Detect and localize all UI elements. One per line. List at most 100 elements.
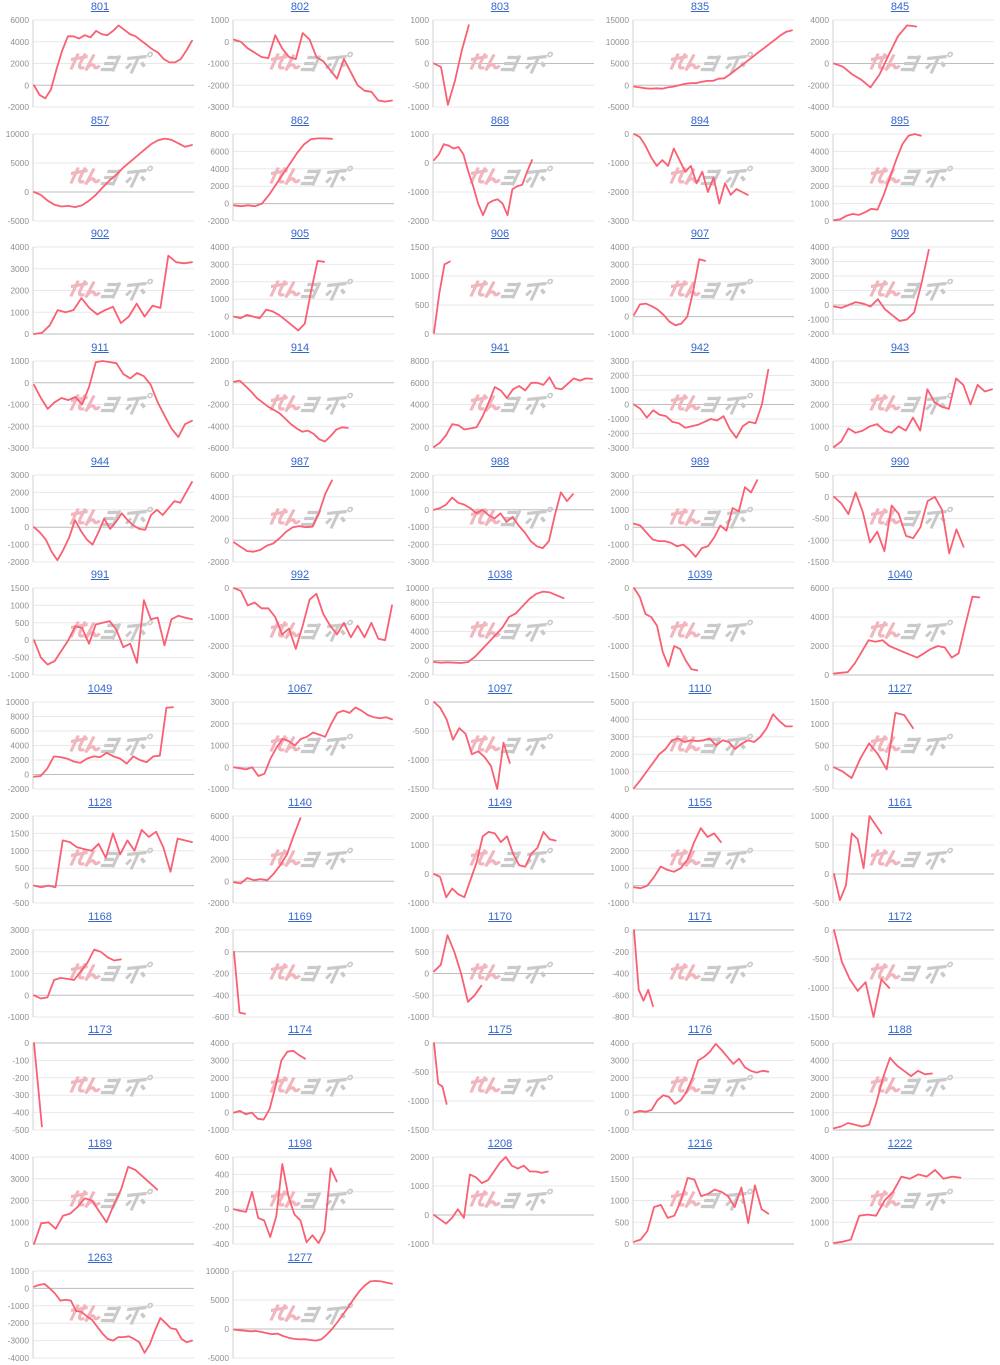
mini-line-chart-1189: 4000 3000 2000 1000 0	[10, 1152, 194, 1249]
y-tick-label: 1000	[810, 1108, 829, 1118]
watermark-logo	[69, 847, 154, 870]
y-tick-label: 4000	[210, 1038, 229, 1048]
y-tick-label: 400	[215, 1169, 229, 1179]
chart-link-907[interactable]: 907	[690, 228, 710, 241]
chart-link-944[interactable]: 944	[90, 455, 110, 468]
chart-link-1176[interactable]: 1176	[688, 1024, 712, 1037]
series-line	[233, 260, 325, 332]
y-tick-label: 2000	[210, 277, 229, 287]
chart-cell-1176: 1176 4000 3000 2000 1000 0 -1000	[600, 1023, 800, 1137]
chart-link-943[interactable]: 943	[890, 342, 910, 355]
watermark-logo	[69, 1188, 154, 1211]
y-tick-label: -200	[212, 968, 229, 978]
chart-link-1097[interactable]: 1097	[487, 683, 513, 696]
y-tick-label: 0	[624, 1108, 629, 1118]
chart-link-1040[interactable]: 1040	[887, 569, 913, 582]
chart-link-1175[interactable]: 1175	[488, 1024, 512, 1037]
chart-link-991[interactable]: 991	[90, 569, 110, 582]
y-tick-label: 1000	[210, 741, 229, 751]
y-tick-label: -4000	[8, 1353, 30, 1363]
chart-link-911[interactable]: 911	[91, 342, 109, 355]
chart-cell-803: 803 1000 500 0 -500 -1000	[400, 0, 600, 114]
chart-link-992[interactable]: 992	[290, 569, 310, 582]
y-tick-label: 3000	[810, 1174, 829, 1184]
series-line	[833, 377, 993, 448]
chart-link-1168[interactable]: 1168	[88, 910, 112, 923]
y-tick-label: 2000	[10, 755, 29, 765]
chart-link-1174[interactable]: 1174	[288, 1024, 312, 1037]
chart-link-835[interactable]: 835	[690, 1, 710, 13]
y-tick-label: 2000	[810, 641, 829, 651]
chart-cell-991: 991 1500 1000 500 0 -500 -1000	[0, 568, 200, 682]
y-tick-label: 1000	[10, 601, 29, 611]
y-tick-label: 1000	[210, 15, 229, 25]
chart-link-905[interactable]: 905	[290, 228, 310, 241]
chart-link-1222[interactable]: 1222	[887, 1137, 913, 1150]
y-tick-label: -200	[212, 1221, 229, 1231]
chart-link-1110[interactable]: 1110	[688, 683, 712, 696]
y-tick-label: -1000	[608, 329, 630, 339]
chart-link-987[interactable]: 987	[290, 455, 310, 468]
series-line	[233, 587, 393, 651]
chart-link-988[interactable]: 988	[490, 455, 510, 468]
chart-link-1170[interactable]: 1170	[488, 910, 512, 923]
chart-link-801[interactable]: 801	[90, 1, 110, 13]
y-tick-label: 0	[624, 80, 629, 90]
chart-link-1067[interactable]: 1067	[287, 683, 313, 696]
chart-link-1140[interactable]: 1140	[288, 796, 312, 809]
chart-link-862[interactable]: 862	[290, 114, 310, 127]
chart-link-909[interactable]: 909	[890, 228, 910, 241]
y-tick-label: -400	[212, 1239, 229, 1249]
chart-link-1172[interactable]: 1172	[888, 910, 912, 923]
mini-line-chart-992: 0 -1000 -2000 -3000	[208, 583, 394, 680]
chart-link-1173[interactable]: 1173	[88, 1024, 112, 1037]
chart-link-1049[interactable]: 1049	[87, 683, 113, 696]
y-tick-label: -3000	[608, 443, 630, 453]
y-tick-label: 5000	[810, 1038, 829, 1048]
chart-link-1189[interactable]: 1189	[88, 1137, 112, 1150]
chart-link-802[interactable]: 802	[290, 1, 310, 13]
chart-link-1038[interactable]: 1038	[487, 569, 513, 582]
chart-link-942[interactable]: 942	[690, 342, 710, 355]
y-tick-label: -2000	[408, 670, 430, 680]
y-tick-label: -500	[812, 513, 829, 523]
chart-link-1169[interactable]: 1169	[288, 910, 312, 923]
chart-link-906[interactable]: 906	[490, 228, 510, 241]
chart-link-914[interactable]: 914	[290, 342, 310, 355]
chart-link-1149[interactable]: 1149	[488, 796, 512, 809]
chart-link-1155[interactable]: 1155	[688, 796, 712, 809]
chart-link-1039[interactable]: 1039	[687, 569, 713, 582]
y-tick-label: 6000	[210, 470, 229, 480]
chart-link-868[interactable]: 868	[490, 114, 510, 127]
chart-link-990[interactable]: 990	[890, 455, 910, 468]
chart-link-857[interactable]: 857	[90, 114, 110, 127]
chart-link-1128[interactable]: 1128	[88, 796, 112, 809]
chart-link-895[interactable]: 895	[890, 114, 910, 127]
y-tick-label: 4000	[610, 811, 629, 821]
chart-link-989[interactable]: 989	[690, 455, 710, 468]
chart-link-1208[interactable]: 1208	[487, 1137, 513, 1150]
chart-link-1263[interactable]: 1263	[87, 1251, 113, 1264]
chart-link-1198[interactable]: 1198	[288, 1137, 312, 1150]
chart-link-941[interactable]: 941	[490, 342, 510, 355]
watermark-logo	[469, 51, 554, 74]
mini-line-chart-1127: 1500 1000 500 0 -500	[810, 697, 994, 794]
series-line	[433, 1042, 448, 1105]
y-tick-label: 3000	[10, 1174, 29, 1184]
chart-link-1216[interactable]: 1216	[687, 1137, 713, 1150]
y-tick-label: 1000	[610, 1195, 629, 1205]
y-tick-label: 2000	[210, 356, 229, 366]
chart-link-1127[interactable]: 1127	[888, 683, 912, 696]
chart-link-894[interactable]: 894	[690, 114, 710, 127]
chart-link-902[interactable]: 902	[90, 228, 110, 241]
chart-link-845[interactable]: 845	[890, 1, 910, 13]
chart-link-1277[interactable]: 1277	[287, 1251, 313, 1264]
chart-link-1188[interactable]: 1188	[888, 1024, 912, 1037]
chart-cell-944: 944 3000 2000 1000 0 -1000 -2000	[0, 455, 200, 569]
y-tick-label: 4000	[10, 37, 29, 47]
series-line	[833, 491, 965, 554]
chart-link-1171[interactable]: 1171	[688, 910, 712, 923]
chart-link-1161[interactable]: 1161	[888, 796, 912, 809]
chart-link-803[interactable]: 803	[490, 1, 510, 13]
